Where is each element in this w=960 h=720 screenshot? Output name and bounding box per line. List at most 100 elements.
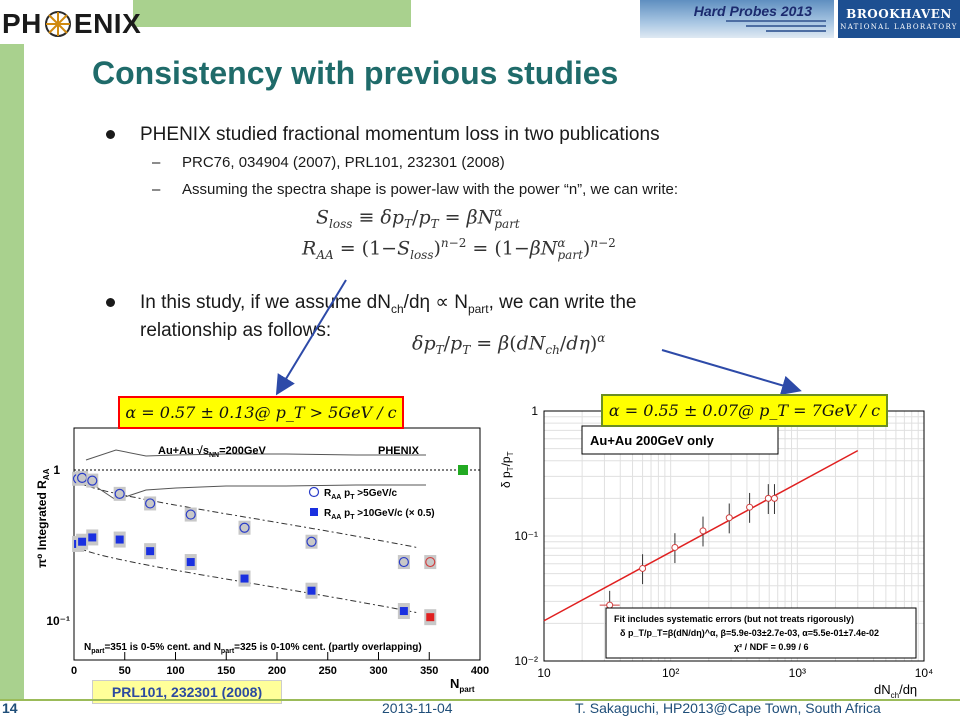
page-title: Consistency with previous studies <box>92 55 619 91</box>
right-x-ticks: 10 10² 10³ 10⁴ <box>537 666 933 680</box>
bullet-2-tail: , we can write the <box>488 292 637 313</box>
subbullet-1: – PRC76, 034904 (2007), PRL101, 232301 (… <box>152 154 505 171</box>
legend-2-label: RAA pT >10GeV/c (× 0.5) <box>324 508 435 521</box>
left-x-tick-label: 0 <box>71 665 77 677</box>
lab-name-2: NATIONAL LABORATORY <box>840 23 958 31</box>
top-accent-tab <box>133 0 411 27</box>
fit-info-line-2: δ p_T/p_T=β(dN/dη)^α, β=5.9e-03±2.7e-03,… <box>620 628 879 638</box>
data-point <box>606 601 614 609</box>
right-label-box <box>581 425 779 455</box>
dpt-vs-dndeta-plot: Au+Au 200GeV only Fit includes systemati… <box>494 398 960 700</box>
right-y-ticks: 1 10⁻¹ 10⁻² <box>514 404 538 668</box>
fit-info-box <box>605 607 917 659</box>
legend-open-circle-icon <box>308 486 320 498</box>
data-point <box>425 556 436 568</box>
left-y-axis-label: π⁰ Integrated RAA <box>35 468 51 568</box>
right-y-tick-label: 1 <box>531 404 538 418</box>
left-x-ticks: 0 50 100 150 200 250 300 350 400 <box>71 665 489 677</box>
data-point <box>426 613 435 622</box>
data-point <box>639 564 647 572</box>
left-x-tick-label: 50 <box>119 665 131 677</box>
phoenix-emblem-icon <box>44 11 71 37</box>
series-open-circles <box>72 470 437 570</box>
equation-raa: RAA = (1−Sloss)n−2 = (1−βNαpart)n−2 <box>302 236 616 263</box>
upper-band <box>85 449 426 461</box>
brookhaven-logo: BROOKHAVEN NATIONAL LABORATORY <box>838 0 960 38</box>
left-x-tick-label: 150 <box>217 665 235 677</box>
arrow-to-left-plot <box>275 279 347 396</box>
fit-info-line-1: Fit includes systematic errors (but not … <box>614 614 854 624</box>
left-ytick-1: 1 <box>53 463 60 477</box>
raa-vs-npart-plot: Au+Au √sNN=200GeV PHENIX RAA pT >5GeV/c … <box>26 418 496 700</box>
banner-stripe <box>766 30 826 32</box>
data-point <box>764 494 772 502</box>
data-point <box>88 533 97 542</box>
data-point <box>114 488 125 499</box>
data-point <box>78 537 87 546</box>
data-point <box>240 574 249 583</box>
equation-dndeta: δpT/pT = β(dNch/dη)α <box>412 331 606 358</box>
footer-author: T. Sakaguchi, HP2013@Cape Town, South Af… <box>575 700 881 716</box>
data-point <box>306 536 317 547</box>
equation-sloss: Sloss ≡ δpT/pT = βNαpart <box>316 205 520 232</box>
left-x-tick-label: 200 <box>268 665 286 677</box>
data-point <box>398 556 409 568</box>
data-point <box>239 522 250 533</box>
left-plot-note: Npart=351 is 0-5% cent. and Npart=325 is… <box>84 642 422 655</box>
logo-text-right: ENIX <box>73 8 142 39</box>
data-point <box>307 586 316 595</box>
data-point <box>186 558 195 567</box>
curve-low-pt <box>75 545 418 614</box>
right-x-axis-label: dNch/dη <box>874 682 917 700</box>
footer-rule <box>0 699 960 701</box>
lab-name-1: BROOKHAVEN <box>846 7 952 21</box>
bullet-2-line2: relationship as follows: <box>140 319 332 341</box>
series-filled-squares <box>72 529 437 626</box>
right-x-tick-label: 10³ <box>789 666 806 680</box>
subbullet-1-text: PRC76, 034904 (2007), PRL101, 232301 (20… <box>182 154 505 171</box>
left-ytick-2: 10⁻¹ <box>46 614 70 628</box>
legend-filled-square-icon <box>310 508 318 516</box>
data-point <box>87 475 98 486</box>
right-x-tick-label: 10² <box>662 666 679 680</box>
right-y-tick-label: 10⁻¹ <box>514 529 538 543</box>
data-point <box>146 547 155 556</box>
dash-icon: – <box>152 154 161 171</box>
bullet-2-mid: /dη ∝ N <box>403 292 468 313</box>
data-point <box>145 498 156 509</box>
bullet-2-sub: part <box>467 301 489 316</box>
bullet-2-sub: ch <box>390 301 404 316</box>
legend-1-label: RAA pT >5GeV/c <box>324 488 397 501</box>
dash-icon: – <box>152 181 161 198</box>
bullet-dot-icon <box>106 298 115 307</box>
right-y-tick-label: 10⁻² <box>514 654 538 668</box>
fit-info-line-3: χ² / NDF = 0.99 / 6 <box>734 642 808 652</box>
right-y-axis-label: δ pT/pT <box>499 451 515 488</box>
left-x-tick-label: 400 <box>471 665 489 677</box>
left-plot-grid <box>73 652 481 660</box>
left-legend-title: Au+Au √sNN=200GeV <box>158 445 267 459</box>
footer-date: 2013-11-04 <box>382 700 453 716</box>
data-point <box>115 535 124 544</box>
arrow-to-right-plot <box>661 349 802 396</box>
banner-stripe <box>746 25 826 27</box>
data-point <box>699 527 707 535</box>
subbullet-2-text: Assuming the spectra shape is power-law … <box>182 181 679 198</box>
left-accent-bar <box>0 44 24 700</box>
banner-title: Hard Probes 2013 <box>693 3 812 19</box>
data-point <box>770 494 778 502</box>
right-data-points <box>599 484 778 621</box>
subbullet-2: – Assuming the spectra shape is power-la… <box>152 181 679 198</box>
phenix-logo: PH ENIX <box>2 6 141 42</box>
curve-high-pt <box>75 480 418 548</box>
left-x-tick-label: 250 <box>319 665 337 677</box>
logo-text-left: PH <box>2 8 42 39</box>
right-x-tick-label: 10⁴ <box>915 666 934 680</box>
right-x-tick-label: 10 <box>537 666 551 680</box>
alpha-box-right: α = 0.55 ± 0.07@ p_T = 7GeV / c <box>601 394 888 427</box>
data-point <box>746 503 754 511</box>
fit-line <box>543 449 859 622</box>
page-number: 14 <box>2 700 18 716</box>
left-x-tick-label: 350 <box>420 665 438 677</box>
data-point <box>185 509 196 520</box>
